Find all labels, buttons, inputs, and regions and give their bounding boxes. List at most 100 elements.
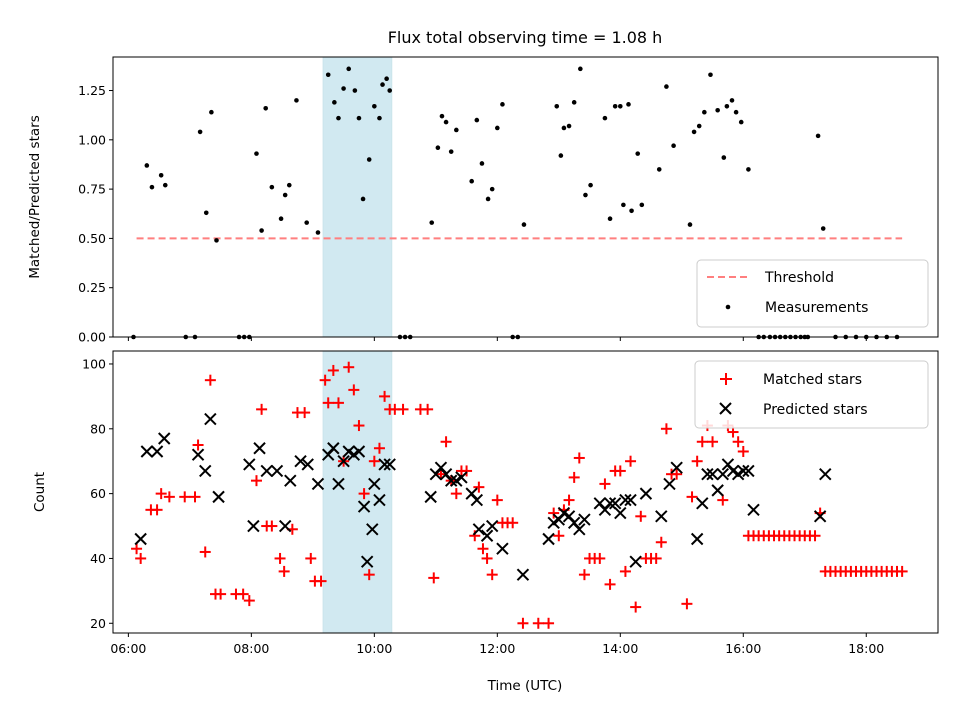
predicted-star-point: [247, 519, 260, 533]
x-tick-label: 08:00: [233, 641, 269, 656]
measurement-point: [286, 182, 292, 188]
matched-star-point: [243, 595, 255, 607]
measurement-point: [583, 192, 588, 198]
measurement-point: [561, 125, 567, 131]
measurement-point: [372, 103, 377, 109]
predicted-star-point: [327, 442, 340, 455]
measurement-point: [721, 155, 727, 160]
predicted-star-point: [655, 510, 668, 523]
matched-star-point: [278, 565, 290, 577]
measurement-point: [474, 117, 480, 123]
predicted-star-point: [480, 529, 494, 542]
measurement-point: [448, 149, 454, 154]
measurement-point: [479, 161, 485, 166]
predicted-star-point: [716, 467, 729, 481]
matched-star-point: [237, 588, 249, 600]
legend-predicted-label: Predicted stars: [763, 402, 868, 418]
matched-star-point: [896, 565, 908, 577]
matched-star-point: [543, 617, 555, 629]
matched-star-point: [204, 374, 216, 386]
matched-star-point: [625, 455, 637, 467]
matched-star-point: [250, 475, 262, 487]
measurement-point: [429, 220, 435, 225]
measurement-point: [489, 186, 495, 192]
measurement-point: [352, 88, 358, 93]
matched-star-point: [660, 423, 672, 435]
measurement-point: [162, 182, 168, 188]
matched-star-point: [266, 520, 278, 532]
measurement-point: [738, 119, 744, 125]
measurement-point: [454, 127, 459, 133]
matched-star-point: [135, 552, 147, 564]
measurement-point: [626, 102, 631, 107]
measurement-point: [571, 100, 577, 105]
predicted-star-point: [742, 464, 755, 478]
bottom-legend-box: [694, 360, 929, 429]
measurement-point: [612, 103, 618, 109]
x-tick-label: 10:00: [356, 641, 392, 656]
matched-star-point: [696, 436, 708, 448]
predicted-star-point: [140, 445, 154, 458]
predicted-star-point: [294, 454, 307, 468]
matched-star-point: [573, 452, 585, 464]
matched-star-point: [553, 530, 565, 542]
measurement-point: [341, 86, 346, 91]
matched-star-point: [353, 420, 365, 432]
matched-star-point: [450, 488, 462, 500]
predicted-star-point: [608, 497, 622, 510]
matched-star-point: [594, 552, 606, 564]
measurement-point: [820, 226, 826, 231]
matched-star-point: [358, 488, 370, 500]
measurement-point: [346, 66, 352, 72]
predicted-star-point: [663, 477, 676, 491]
bottom-y-tick-label: 100: [82, 356, 106, 371]
matched-star-point: [151, 504, 163, 516]
matched-star-point: [440, 436, 452, 448]
x-tick-label: 06:00: [110, 641, 146, 656]
matched-star-point: [650, 552, 662, 564]
measurement-point: [702, 109, 707, 115]
measurement-point: [715, 107, 720, 113]
matched-star-point: [477, 543, 489, 555]
predicted-star-point: [191, 448, 205, 461]
predicted-star-point: [496, 542, 509, 555]
measurement-point: [687, 222, 693, 227]
matched-star-point: [363, 569, 375, 581]
measurement-point: [588, 182, 593, 188]
predicted-stars-points: [134, 412, 832, 581]
measurement-point: [607, 216, 613, 221]
matched-star-point: [732, 436, 744, 448]
measurement-point: [282, 192, 288, 198]
predicted-star-point: [706, 467, 719, 481]
predicted-star-point: [470, 493, 484, 507]
bottom-y-tick-label: 60: [90, 486, 106, 501]
matched-star-point: [179, 491, 191, 503]
predicted-star-point: [542, 532, 555, 546]
matched-star-point: [274, 552, 286, 564]
measurement-point: [387, 88, 393, 93]
measurement-point: [746, 167, 751, 172]
predicted-star-point: [619, 493, 632, 507]
predicted-star-point: [701, 467, 714, 481]
measurement-point: [356, 115, 362, 121]
x-tick-label: 12:00: [479, 641, 515, 656]
measurement-point: [729, 98, 735, 103]
predicted-star-point: [337, 454, 350, 468]
legend-measurements-swatch: [725, 304, 731, 310]
legend-threshold-label: Threshold: [764, 270, 834, 286]
measurement-point: [691, 129, 697, 135]
predicted-star-point: [639, 487, 653, 500]
measurement-point: [380, 82, 385, 87]
x-tick-label: 18:00: [848, 641, 884, 656]
matched-star-point: [332, 397, 344, 409]
matched-star-point: [435, 468, 447, 480]
matched-star-point: [707, 436, 719, 448]
measurement-point: [521, 222, 527, 227]
matched-star-point: [619, 565, 631, 577]
legend-matched-label: Matched stars: [763, 372, 862, 388]
measurement-point: [278, 216, 284, 221]
top-y-axis-label: Matched/Predicted stars: [27, 115, 43, 278]
predicted-star-point: [366, 523, 379, 536]
x-tick-label: 14:00: [602, 641, 638, 656]
